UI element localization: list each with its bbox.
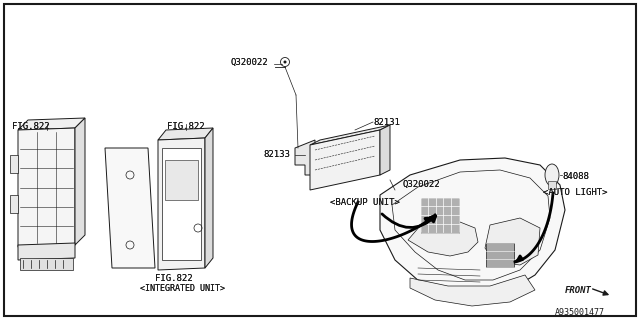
Text: 82131: 82131 <box>373 118 400 127</box>
Text: <AUTO LIGHT>: <AUTO LIGHT> <box>543 188 607 197</box>
Polygon shape <box>310 125 390 145</box>
Text: FIG.822: FIG.822 <box>12 122 50 131</box>
Polygon shape <box>485 218 540 265</box>
Circle shape <box>394 191 397 195</box>
Text: FRONT: FRONT <box>565 286 592 295</box>
Text: <INTEGRATED UNIT>: <INTEGRATED UNIT> <box>140 284 225 293</box>
Text: FIG.822: FIG.822 <box>155 274 193 283</box>
Text: 82131: 82131 <box>373 118 400 127</box>
Polygon shape <box>18 243 75 260</box>
Text: <BACKUP UNIT>: <BACKUP UNIT> <box>330 198 400 207</box>
Bar <box>162 148 201 260</box>
Text: <BACKUP UNIT>: <BACKUP UNIT> <box>330 198 400 207</box>
Polygon shape <box>408 220 478 256</box>
Bar <box>20 258 73 270</box>
Text: <AUTO LIGHT>: <AUTO LIGHT> <box>543 188 607 197</box>
Bar <box>421 198 459 233</box>
Polygon shape <box>105 148 155 268</box>
Bar <box>10 155 18 173</box>
Text: 84088: 84088 <box>562 172 589 181</box>
Bar <box>10 195 18 213</box>
Polygon shape <box>158 138 205 270</box>
Text: Q320022: Q320022 <box>402 180 440 189</box>
Text: Q320022: Q320022 <box>230 58 268 67</box>
Polygon shape <box>18 128 75 247</box>
Text: Q320022: Q320022 <box>230 58 268 67</box>
Polygon shape <box>18 118 85 130</box>
Polygon shape <box>295 140 315 175</box>
Text: 84088: 84088 <box>562 172 589 181</box>
Polygon shape <box>410 275 535 306</box>
Circle shape <box>284 60 287 63</box>
Polygon shape <box>380 158 565 298</box>
Bar <box>165 160 198 200</box>
Text: FIG.822: FIG.822 <box>167 122 205 131</box>
Text: Q320022: Q320022 <box>402 180 440 189</box>
Polygon shape <box>310 130 380 190</box>
Polygon shape <box>205 128 213 268</box>
Bar <box>548 181 556 189</box>
Text: A935001477: A935001477 <box>555 308 605 317</box>
Ellipse shape <box>545 164 559 186</box>
Polygon shape <box>380 125 390 175</box>
Text: <INTEGRATED UNIT>: <INTEGRATED UNIT> <box>140 284 225 293</box>
Text: 82133: 82133 <box>263 150 290 159</box>
Text: 82133: 82133 <box>263 150 290 159</box>
Bar <box>486 243 514 267</box>
Text: FIG.822: FIG.822 <box>155 274 193 283</box>
Polygon shape <box>158 128 213 140</box>
Polygon shape <box>75 118 85 245</box>
Text: FIG.822: FIG.822 <box>12 122 50 131</box>
Text: FIG.822: FIG.822 <box>167 122 205 131</box>
